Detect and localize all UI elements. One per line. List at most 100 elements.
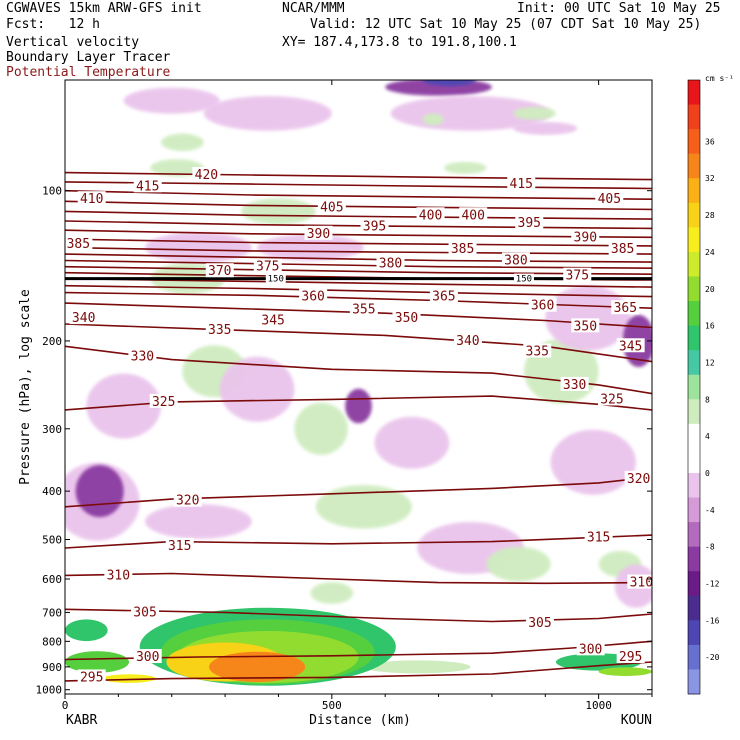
colorbar-swatch [688,399,700,425]
isentrope-365 [65,265,652,275]
header-title-left: CGWAVES 15km ARW-GFS init [6,1,202,16]
isentrope-label-bg [128,348,157,363]
colorbar-label: -4 [705,506,715,515]
colorbar-swatch [688,546,700,572]
isentrope-label: 420 [195,168,218,183]
isentrope-label: 335 [526,344,549,359]
header-field-vertical-velocity: Vertical velocity [6,35,140,50]
isentrope-label-bg [571,318,600,333]
isentrope-label: 325 [600,392,623,407]
isentrope-label-bg [611,300,640,315]
isentrope-label: 305 [528,616,551,631]
isentrope-label: 390 [574,230,597,245]
vertical-velocity-shading [65,80,652,608]
isentrope-label-bg [205,321,234,336]
isentrope-label: 415 [510,177,533,192]
colorbar-label: -20 [705,653,720,662]
colorbar-swatch [688,423,700,449]
isentrope-label-bg [523,343,552,358]
isentrope-label: 405 [320,200,343,215]
header-forecast-hour: Fcst: 12 h [6,17,100,32]
isentrope-label: 395 [518,216,541,231]
w-contour-up [294,402,348,455]
y-tick-label: 200 [42,335,62,348]
isentrope-label-bg [349,301,378,316]
isentrope-label: 360 [301,290,324,305]
boundary-layer-label-bg [265,273,286,284]
isentrope-label: 310 [630,576,653,591]
isentrope-label-bg [616,338,645,353]
colorbar-swatch [688,104,700,130]
header-valid-time: Valid: 12 UTC Sat 10 May 25 (07 CDT Sat … [310,17,702,32]
colorbar-swatch [688,644,700,670]
y-tick-label: 800 [42,635,62,648]
w-contour-up [513,106,556,120]
colorbar-label: 24 [705,248,715,257]
isentrope-305 [65,608,652,623]
isentrope-label: 345 [261,313,284,328]
colorbar-swatch [688,350,700,376]
w-contour-down [513,121,578,135]
isentrope-label-bg [597,391,626,406]
isentrope-label: 350 [395,311,418,326]
isentrope-label: 345 [619,339,642,354]
isentrope-label-bg [376,255,405,270]
w-contour-down [203,96,332,131]
isentrope-405 [65,200,652,211]
isentrope-label-bg [317,199,346,214]
colorbar-label: 16 [705,322,715,331]
isentrope-label: 370 [208,264,231,279]
isentrope-label: 375 [256,260,279,275]
endpoint-right-label: KOUN [621,713,652,728]
isentrope-label: 365 [614,301,637,316]
isentrope-310 [65,572,652,585]
isentrope-label-bg [560,376,589,391]
isentrope-395 [65,220,652,230]
isentrope-label: 400 [419,208,442,223]
colorbar-label: -12 [705,579,720,588]
isentrope-label: 305 [133,605,156,620]
y-tick-label: 400 [42,485,62,498]
isentrope-375 [65,253,652,263]
isentrope-label-bg [69,310,98,325]
isentrope-label: 330 [131,350,154,365]
isentrope-label: 300 [579,642,602,657]
colorbar-label: 0 [705,469,710,478]
tracer-contour [598,667,652,676]
header-init-time: Init: 00 UTC Sat 10 May 25 [517,1,721,16]
w-contour-down [422,80,476,86]
tracer-contour [209,651,306,683]
y-tick-label: 500 [42,533,62,546]
boundary-layer-line: 150 150 [65,273,652,285]
w-contour-down [145,232,252,263]
isentrope-label: 380 [504,254,527,269]
w-contour-down [257,234,364,261]
colorbar-frame [687,79,701,695]
isentrope-label-bg [77,191,106,206]
isentrope-label-bg [501,252,530,267]
w-contour-down [374,416,450,469]
isentrope-label: 340 [72,311,95,326]
isentrope-label-bg [453,332,482,347]
isentrope-label-bg [416,207,445,222]
colorbar-swatch [688,80,700,106]
isentrope-label-bg [571,229,600,244]
isentrope-410 [65,189,652,200]
isentrope-label-bg [429,288,458,303]
isentrope-335 [65,323,652,363]
colorbar: 36 32 28 24 20 16 12 8 4 0 -4 -8 -12 -16 -20 [687,79,720,695]
w-contour-down [345,388,372,424]
isentrope-label: 385 [451,242,474,257]
isentrope-label-bg [131,604,160,619]
isentrope-label-bg [192,166,221,181]
colorbar-label: 28 [705,211,715,220]
isentrope-label-bg [616,649,645,664]
colorbar-swatch [688,571,700,597]
w-contour-up [486,546,551,582]
isentrope-label-bg [304,225,333,240]
colorbar-swatch [688,448,700,474]
isentrope-label-bg [624,470,653,485]
isentrope-label-bg [563,267,592,282]
colorbar-swatch [688,595,700,621]
colorbar-label: 4 [705,432,710,441]
